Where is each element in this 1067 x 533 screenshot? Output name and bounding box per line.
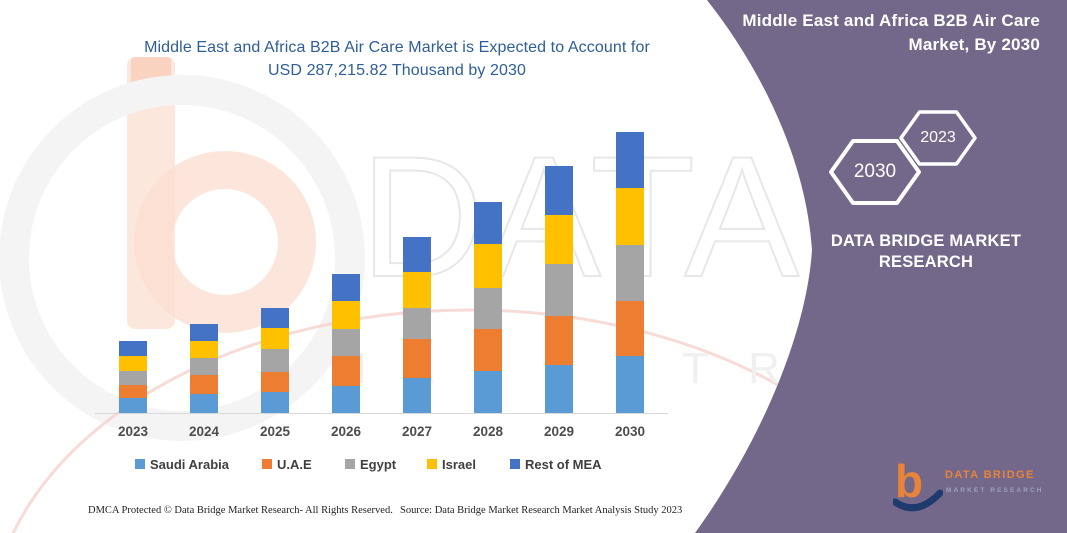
hexagon-2023 bbox=[899, 110, 977, 166]
bar-segment-2023-israel bbox=[119, 355, 147, 371]
hexagon-2030-label: 2030 bbox=[853, 161, 897, 182]
legend-label-rest-of-mea: Rest of MEA bbox=[525, 456, 602, 472]
bar-segment-2023-u-a-e bbox=[119, 385, 147, 399]
bar-segment-2027-israel bbox=[403, 271, 431, 309]
panel-brand-line2: RESEARCH bbox=[878, 253, 974, 271]
bar-segment-2023-saudi-arabia bbox=[119, 398, 147, 413]
bar-segment-2027-rest-of-mea bbox=[403, 237, 431, 272]
bar-segment-2026-egypt bbox=[332, 329, 360, 357]
legend-swatch-u-a-e bbox=[262, 459, 272, 469]
bar-segment-2030-saudi-arabia bbox=[616, 356, 644, 413]
bar-segment-2027-u-a-e bbox=[403, 339, 431, 378]
bar-segment-2028-saudi-arabia bbox=[474, 371, 502, 413]
x-axis-label-2028: 2028 bbox=[472, 424, 504, 439]
panel-brand-line1: DATA BRIDGE MARKET bbox=[830, 232, 1022, 250]
bar-segment-2024-saudi-arabia bbox=[190, 394, 218, 413]
panel-title-line1: Middle East and Africa B2B Air Care bbox=[742, 11, 1040, 30]
dbmr-logo-tagline: MARKET RESEARCH bbox=[946, 487, 1044, 494]
dbmr-logo-icon: b bbox=[893, 457, 943, 512]
bar-segment-2028-egypt bbox=[474, 288, 502, 330]
bar-segment-2026-israel bbox=[332, 301, 360, 330]
bar-segment-2025-u-a-e bbox=[261, 372, 289, 393]
legend-label-u-a-e: U.A.E bbox=[277, 456, 312, 472]
dbmr-logo: b DATA BRIDGE MARKET RESEARCH bbox=[893, 457, 1053, 513]
legend-label-israel: Israel bbox=[442, 456, 476, 472]
hexagon-2030 bbox=[829, 139, 921, 205]
bar-segment-2025-israel bbox=[261, 327, 289, 350]
watermark-red-swoosh bbox=[11, 308, 929, 533]
bar-segment-2025-egypt bbox=[261, 349, 289, 373]
bar-segment-2028-israel bbox=[474, 243, 502, 289]
bar-segment-2029-saudi-arabia bbox=[545, 365, 573, 413]
bar-segment-2026-u-a-e bbox=[332, 356, 360, 386]
bar-segment-2026-rest-of-mea bbox=[332, 273, 360, 302]
x-axis-label-2025: 2025 bbox=[259, 424, 291, 439]
bar-segment-2030-rest-of-mea bbox=[616, 132, 644, 189]
bar-segment-2024-u-a-e bbox=[190, 375, 218, 395]
dbmr-logo-brand: DATA BRIDGE bbox=[945, 469, 1035, 481]
bar-segment-2028-rest-of-mea bbox=[474, 202, 502, 244]
x-axis-label-2030: 2030 bbox=[614, 424, 646, 439]
bar-segment-2023-egypt bbox=[119, 370, 147, 386]
bar-segment-2026-saudi-arabia bbox=[332, 385, 360, 413]
watermark-gray-circle bbox=[0, 75, 365, 441]
panel-title: Middle East and Africa B2B Air Care Mark… bbox=[740, 9, 1040, 57]
bar-segment-2024-egypt bbox=[190, 358, 218, 376]
panel-title-line2: Market, By 2030 bbox=[908, 35, 1040, 54]
bar-segment-2025-rest-of-mea bbox=[261, 308, 289, 328]
bar-segment-2025-saudi-arabia bbox=[261, 392, 289, 413]
legend-label-egypt: Egypt bbox=[360, 456, 397, 472]
bar-segment-2030-egypt bbox=[616, 244, 644, 301]
bar-segment-2024-israel bbox=[190, 340, 218, 359]
bar-segment-2027-egypt bbox=[403, 308, 431, 340]
x-axis-label-2027: 2027 bbox=[401, 424, 433, 439]
x-axis-label-2026: 2026 bbox=[330, 424, 362, 439]
hexagon-2023-label: 2023 bbox=[920, 129, 956, 146]
legend-swatch-saudi-arabia bbox=[135, 459, 145, 469]
bar-segment-2028-u-a-e bbox=[474, 329, 502, 372]
bar-segment-2029-u-a-e bbox=[545, 316, 573, 366]
x-axis-line bbox=[95, 413, 668, 414]
legend-swatch-rest-of-mea bbox=[510, 459, 520, 469]
chart-title: Middle East and Africa B2B Air Care Mark… bbox=[57, 36, 737, 82]
legend-item-rest-of-mea: Rest of MEA bbox=[510, 456, 602, 472]
chart-title-line1: Middle East and Africa B2B Air Care Mark… bbox=[144, 39, 650, 56]
footer-dmca-text: DMCA Protected © Data Bridge Market Rese… bbox=[88, 505, 393, 516]
legend-item-egypt: Egypt bbox=[345, 456, 396, 472]
panel-brand-text: DATA BRIDGE MARKET RESEARCH bbox=[826, 231, 1026, 273]
watermark-b-glyph bbox=[127, 57, 316, 333]
bar-segment-2030-israel bbox=[616, 188, 644, 245]
legend-item-israel: Israel bbox=[427, 456, 476, 472]
footer-source-text: Source: Data Bridge Market Research Mark… bbox=[400, 505, 683, 516]
legend-label-saudi-arabia: Saudi Arabia bbox=[150, 456, 229, 472]
bar-segment-2029-israel bbox=[545, 215, 573, 265]
svg-text:b: b bbox=[895, 457, 923, 507]
chart-title-line2: USD 287,215.82 Thousand by 2030 bbox=[267, 62, 527, 79]
legend-item-u-a-e: U.A.E bbox=[262, 456, 312, 472]
legend-swatch-egypt bbox=[345, 459, 355, 469]
bar-segment-2024-rest-of-mea bbox=[190, 323, 218, 341]
side-panel-background bbox=[695, 0, 1067, 533]
x-axis-label-2024: 2024 bbox=[188, 424, 220, 439]
bar-segment-2027-saudi-arabia bbox=[403, 377, 431, 413]
legend-item-saudi-arabia: Saudi Arabia bbox=[135, 456, 229, 472]
legend-swatch-israel bbox=[427, 459, 437, 469]
bar-segment-2023-rest-of-mea bbox=[119, 341, 147, 356]
bar-segment-2030-u-a-e bbox=[616, 300, 644, 357]
bar-segment-2029-rest-of-mea bbox=[545, 166, 573, 216]
x-axis-label-2023: 2023 bbox=[117, 424, 149, 439]
x-axis-label-2029: 2029 bbox=[543, 424, 575, 439]
bar-segment-2029-egypt bbox=[545, 264, 573, 317]
